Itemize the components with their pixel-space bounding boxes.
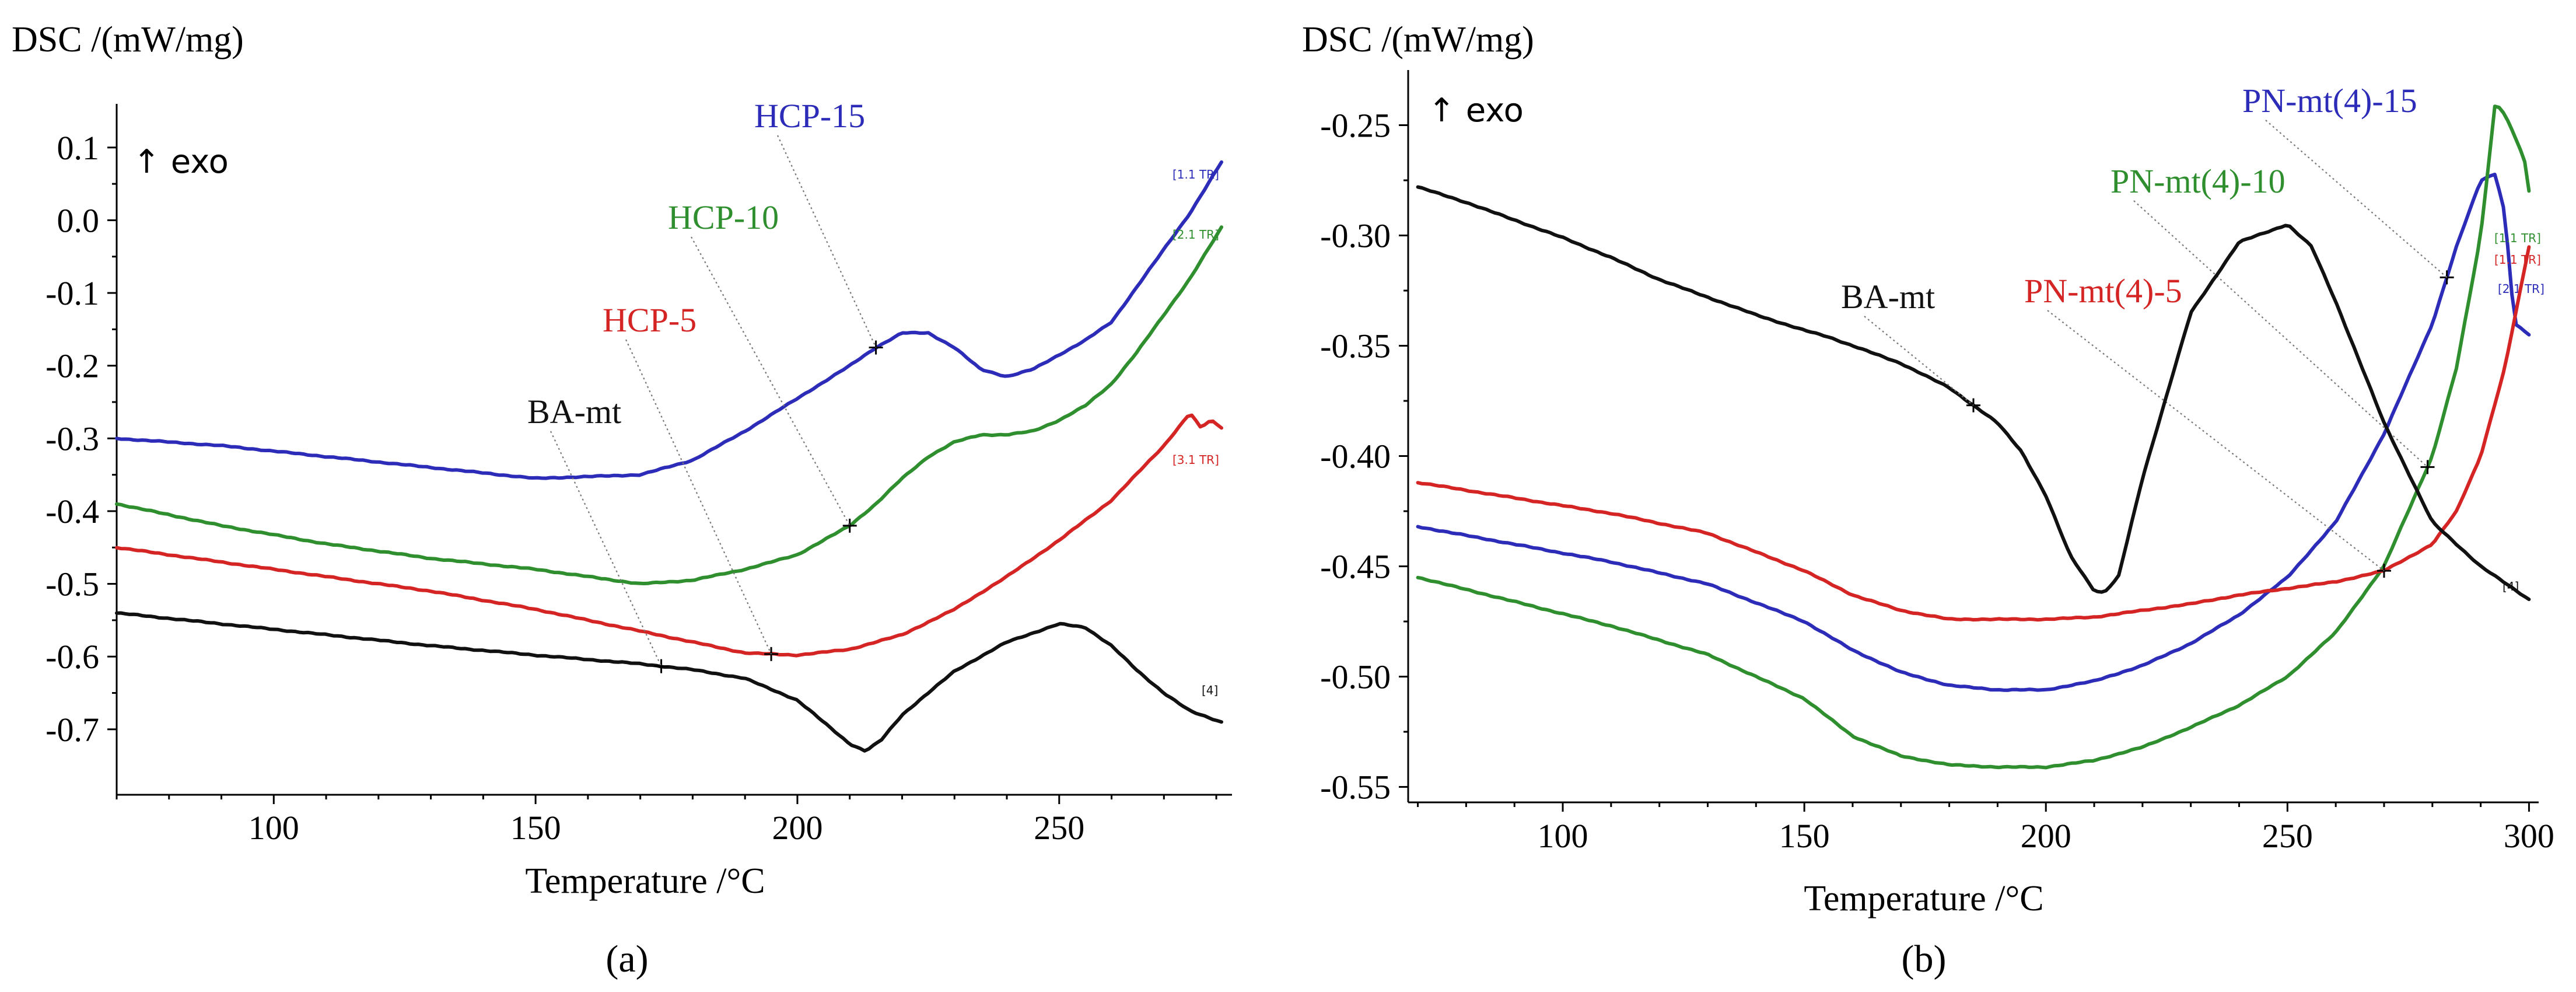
- panel-b-y-tick-label: -0.30: [1320, 217, 1391, 255]
- panel-a-label-hcp-5: HCP-5: [603, 301, 696, 339]
- panel-b-leader-pn-mt-4-5: [2047, 310, 2385, 571]
- panel-b-y-tick-label: -0.45: [1320, 548, 1391, 586]
- panel-a-x-tick-label: 250: [1034, 809, 1084, 847]
- panel-b-leader-pn-mt-4-15: [2265, 120, 2448, 278]
- panel-a-curve-hcp-5: [115, 413, 1223, 658]
- panel-b-curve-pn-mt-4-5: [1416, 245, 2531, 622]
- panel-a-y-tick-label: -0.7: [46, 711, 99, 749]
- panel-a-leader-ba-mt: [550, 431, 662, 667]
- panel-a-end-tag-ba-mt: [4]: [1202, 683, 1218, 697]
- panel-a-x-tick-label: 100: [249, 809, 299, 847]
- panel-a-label-hcp-10: HCP-10: [668, 198, 779, 236]
- panel-a-marker-hcp-10: [842, 518, 857, 533]
- panel-a-x-tick-label: 200: [772, 809, 822, 847]
- panel-b-label-ba-mt: BA-mt: [1841, 278, 1935, 316]
- panel-b-y-tick-label: -0.40: [1320, 438, 1391, 476]
- panel-b-label-pn-mt-4-5: PN-mt(4)-5: [2024, 272, 2182, 310]
- panel-a-end-tag-hcp-15: [1.1 TR]: [1172, 167, 1219, 181]
- panel-a-end-tag-hcp-5: [3.1 TR]: [1172, 453, 1219, 467]
- panel-b-curve-ba-mt: [1416, 185, 2531, 602]
- panel-a-leader-hcp-15: [777, 135, 877, 348]
- panel-b-y-axis-label: DSC /(mW/mg): [1302, 20, 1534, 60]
- panel-b-label-pn-mt-4-10: PN-mt(4)-10: [2110, 162, 2286, 200]
- panel-b-leader-ba-mt: [1864, 316, 1974, 406]
- panel-a-x-axis-title: Temperature /°C: [525, 861, 765, 901]
- panel-a-label-ba-mt: BA-mt: [527, 393, 621, 431]
- panel-a-end-tag-hcp-10: [2.1 TR]: [1172, 228, 1219, 242]
- panel-b-marker-pn-mt-4-15: [2440, 270, 2454, 285]
- panel-a-y-tick-label: -0.2: [46, 347, 99, 385]
- panel-a-y-axis-label: DSC /(mW/mg): [12, 20, 244, 60]
- panel-a-label: (a): [606, 938, 648, 980]
- panel-b-x-axis-title: Temperature /°C: [1804, 879, 2043, 918]
- panel-a-y-tick-label: -0.3: [46, 420, 99, 457]
- panel-b-x-tick-label: 150: [1779, 817, 1830, 855]
- panel-a-y-tick-label: -0.1: [46, 274, 99, 312]
- panel-a-leader-hcp-5: [625, 339, 772, 655]
- panel-a-curve-hcp-10: [115, 225, 1223, 585]
- panel-b-curve-pn-mt-4-10: [1416, 104, 2531, 770]
- panel-a-y-tick-label: 0.1: [57, 129, 100, 167]
- panel-a-label-hcp-15: HCP-15: [754, 97, 865, 135]
- panel-b-x-tick-label: 250: [2262, 817, 2313, 855]
- panel-b-y-tick-label: -0.35: [1320, 327, 1391, 365]
- panel-b-y-tick-label: -0.25: [1320, 107, 1391, 145]
- panel-a-curve-hcp-15: [115, 160, 1223, 480]
- panel-a-y-tick-label: -0.6: [46, 638, 99, 676]
- panel-a-y-tick-label: 0.0: [57, 201, 100, 239]
- panel-b-y-tick-label: -0.55: [1320, 769, 1391, 806]
- panel-b-plot: 100 150 200 250 300 -0.25 -0.30 -0.35 -0.40 -0.45…: [1320, 70, 2554, 855]
- panel-b-x-tick-label: 200: [2021, 817, 2071, 855]
- panel-b-end-tag-pn-mt-4-5: [1.1 TR]: [2494, 253, 2541, 267]
- panel-b-label: (b): [1902, 938, 1947, 980]
- panel-a-plot: 100 150 200 250 0.1 0.0 -0.1 -0.2 -0.3 -0.4 -0.5 -0…: [46, 97, 1232, 847]
- panel-b-y-tick-label: -0.50: [1320, 658, 1391, 696]
- panel-b-x-tick-label: 100: [1538, 817, 1588, 855]
- panel-b-marker-pn-mt-4-10: [2420, 460, 2435, 474]
- panel-a-marker-ba-mt: [654, 659, 668, 673]
- panel-a-exo-indicator: ↑ exo: [133, 143, 229, 181]
- panel-b-end-tag-ba-mt: [4]: [2502, 579, 2519, 593]
- panel-b-x-tick-label: 300: [2504, 817, 2554, 855]
- panel-b-curve-pn-mt-4-15: [1416, 172, 2531, 692]
- panel-a-y-tick-label: -0.4: [46, 492, 99, 530]
- panel-b-end-tag-pn-mt-4-10: [1.1 TR]: [2494, 231, 2541, 245]
- panel-a-leader-hcp-10: [691, 236, 850, 526]
- panel-b-label-pn-mt-4-15: PN-mt(4)-15: [2242, 82, 2417, 120]
- panel-a-y-tick-label: -0.5: [46, 565, 99, 603]
- panel-a-x-tick-label: 150: [510, 809, 561, 847]
- panel-a-curve-ba-mt: [115, 611, 1223, 753]
- panel-b-leader-pn-mt-4-10: [2133, 200, 2428, 468]
- panel-b-exo-indicator: ↑ exo: [1428, 92, 1524, 130]
